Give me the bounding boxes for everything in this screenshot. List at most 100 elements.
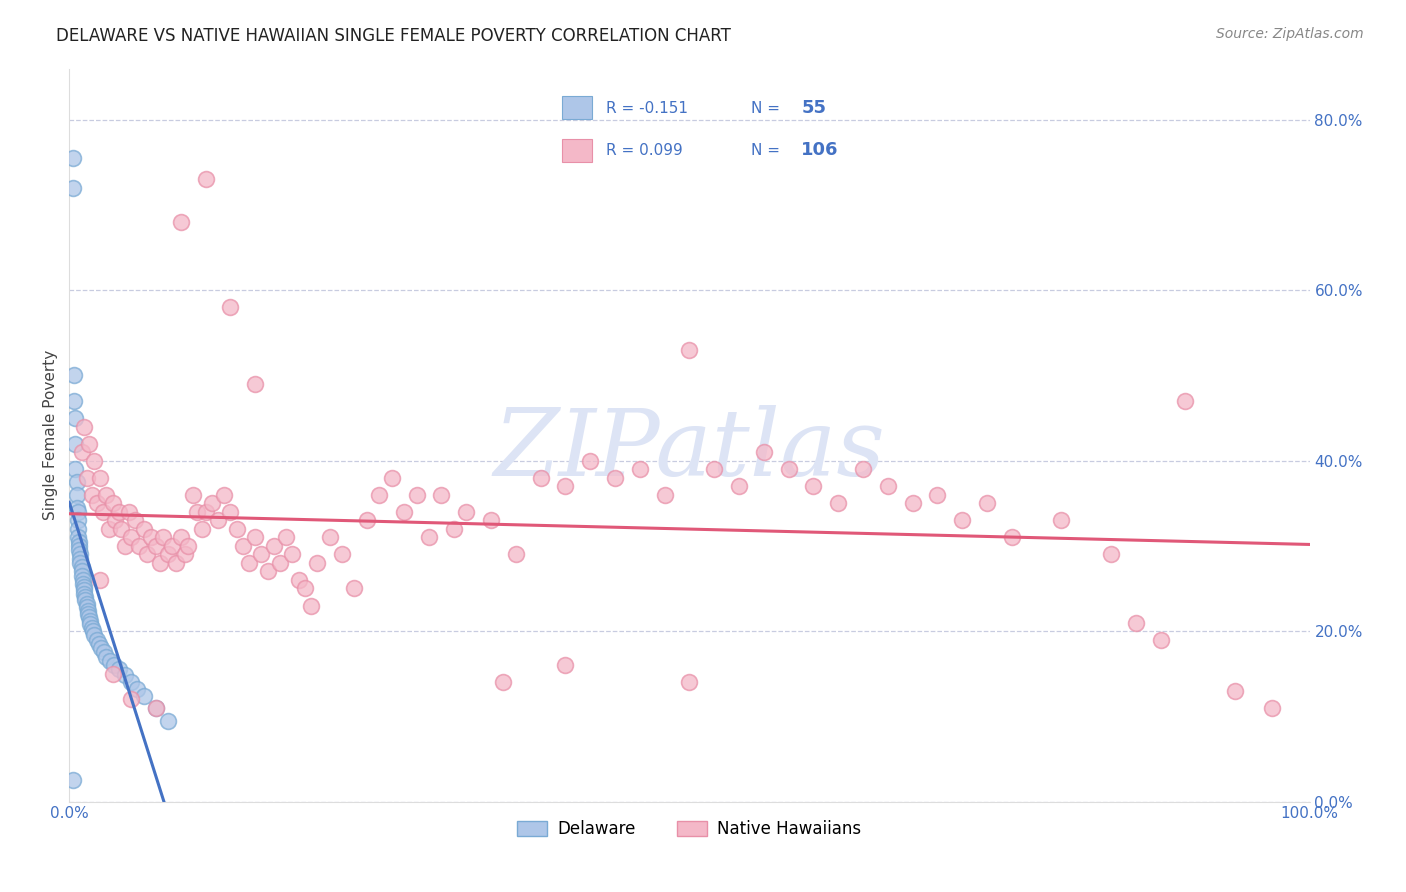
Text: N =: N = bbox=[751, 143, 785, 158]
Point bbox=[1261, 701, 1284, 715]
Point bbox=[118, 505, 141, 519]
Point bbox=[145, 701, 167, 715]
Point bbox=[62, 181, 84, 195]
Point bbox=[145, 701, 167, 715]
Point bbox=[492, 675, 515, 690]
Point bbox=[93, 645, 115, 659]
Point bbox=[79, 614, 101, 628]
Point bbox=[149, 556, 172, 570]
Point bbox=[101, 496, 124, 510]
Point bbox=[554, 658, 576, 673]
Point bbox=[1150, 632, 1173, 647]
Point bbox=[778, 462, 800, 476]
Point bbox=[152, 530, 174, 544]
Point bbox=[181, 488, 204, 502]
Point bbox=[67, 534, 90, 549]
Point bbox=[207, 513, 229, 527]
Point bbox=[66, 513, 89, 527]
Point bbox=[876, 479, 898, 493]
Point bbox=[77, 610, 100, 624]
Point bbox=[392, 505, 415, 519]
Point bbox=[87, 637, 110, 651]
Point bbox=[678, 343, 700, 357]
Point bbox=[97, 522, 120, 536]
Point bbox=[418, 530, 440, 544]
Point bbox=[263, 539, 285, 553]
Point bbox=[976, 496, 998, 510]
Point bbox=[1125, 615, 1147, 630]
Point bbox=[443, 522, 465, 536]
Point bbox=[219, 505, 242, 519]
Point bbox=[62, 773, 84, 788]
Point bbox=[86, 632, 108, 647]
Point bbox=[194, 505, 217, 519]
Point bbox=[79, 617, 101, 632]
Point bbox=[72, 573, 94, 587]
Point bbox=[170, 530, 193, 544]
Point bbox=[225, 522, 247, 536]
Point bbox=[132, 522, 155, 536]
Point bbox=[65, 411, 87, 425]
Point bbox=[66, 505, 89, 519]
Point bbox=[1223, 683, 1246, 698]
Point bbox=[343, 582, 366, 596]
Text: 106: 106 bbox=[801, 141, 839, 159]
Point bbox=[430, 488, 453, 502]
Point bbox=[89, 573, 111, 587]
Point bbox=[554, 479, 576, 493]
Point bbox=[69, 548, 91, 562]
Point bbox=[214, 488, 236, 502]
Point bbox=[110, 522, 132, 536]
Point bbox=[191, 522, 214, 536]
Point bbox=[70, 445, 93, 459]
Point bbox=[73, 583, 96, 598]
Point bbox=[120, 675, 142, 690]
Point bbox=[579, 453, 602, 467]
Point bbox=[356, 513, 378, 527]
Point bbox=[318, 530, 340, 544]
Point bbox=[76, 604, 98, 618]
Point bbox=[73, 580, 96, 594]
Point bbox=[201, 496, 224, 510]
Text: ZIPatlas: ZIPatlas bbox=[494, 405, 886, 495]
Point bbox=[803, 479, 825, 493]
Text: N =: N = bbox=[751, 101, 785, 116]
Point bbox=[114, 539, 136, 553]
Point bbox=[83, 627, 105, 641]
Point bbox=[66, 475, 89, 489]
Point bbox=[66, 500, 89, 515]
Point bbox=[136, 548, 159, 562]
Point bbox=[165, 556, 187, 570]
FancyBboxPatch shape bbox=[562, 96, 592, 119]
Point bbox=[170, 215, 193, 229]
Point bbox=[299, 599, 322, 613]
Point bbox=[194, 172, 217, 186]
Point bbox=[69, 551, 91, 566]
Point bbox=[108, 505, 131, 519]
Text: R = -0.151: R = -0.151 bbox=[606, 101, 688, 116]
Point bbox=[62, 151, 84, 165]
Point bbox=[73, 586, 96, 600]
Text: 55: 55 bbox=[801, 99, 827, 117]
Point bbox=[108, 663, 131, 677]
Point bbox=[330, 548, 353, 562]
Point bbox=[852, 462, 875, 476]
Point bbox=[120, 692, 142, 706]
Point bbox=[703, 462, 725, 476]
Point bbox=[160, 539, 183, 553]
Point bbox=[80, 621, 103, 635]
Point bbox=[66, 488, 89, 502]
Point bbox=[728, 479, 751, 493]
Point bbox=[219, 300, 242, 314]
Point bbox=[177, 539, 200, 553]
Point bbox=[927, 488, 949, 502]
Point bbox=[63, 368, 86, 383]
Point bbox=[456, 505, 478, 519]
Point bbox=[186, 505, 208, 519]
Point bbox=[98, 654, 121, 668]
Point bbox=[256, 565, 278, 579]
Point bbox=[65, 436, 87, 450]
Point bbox=[82, 624, 104, 639]
Point bbox=[89, 471, 111, 485]
Point bbox=[103, 658, 125, 673]
